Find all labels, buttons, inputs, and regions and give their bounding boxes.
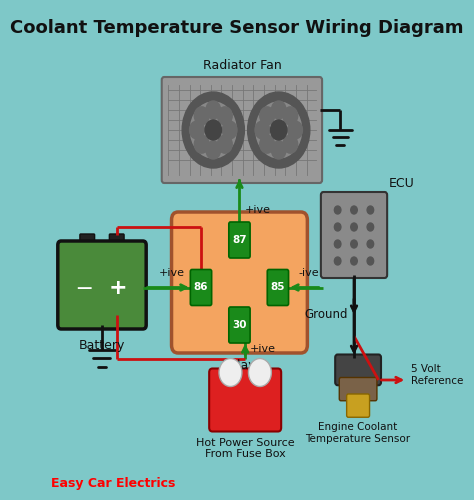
Circle shape: [288, 121, 302, 139]
FancyBboxPatch shape: [162, 77, 322, 183]
Circle shape: [260, 107, 274, 125]
Circle shape: [367, 206, 374, 214]
Circle shape: [219, 358, 242, 386]
Text: Relay: Relay: [222, 359, 257, 372]
Circle shape: [283, 107, 298, 125]
Circle shape: [256, 102, 301, 158]
Text: 30: 30: [232, 320, 246, 330]
Text: Radiator Fan: Radiator Fan: [202, 59, 281, 72]
FancyBboxPatch shape: [321, 192, 387, 278]
Circle shape: [255, 121, 270, 139]
Circle shape: [191, 102, 236, 158]
Text: -ive: -ive: [299, 268, 319, 278]
Circle shape: [247, 92, 310, 168]
Circle shape: [190, 121, 204, 139]
FancyBboxPatch shape: [191, 270, 211, 306]
Text: Battery: Battery: [79, 339, 125, 352]
Circle shape: [334, 257, 341, 265]
Text: +ive: +ive: [245, 205, 270, 215]
FancyBboxPatch shape: [229, 307, 250, 343]
FancyBboxPatch shape: [209, 368, 281, 432]
Circle shape: [194, 135, 209, 153]
Circle shape: [334, 240, 341, 248]
Circle shape: [367, 223, 374, 231]
Circle shape: [271, 120, 287, 140]
Text: Ground: Ground: [304, 308, 347, 322]
Text: 5 Volt
Reference: 5 Volt Reference: [411, 364, 464, 386]
FancyBboxPatch shape: [335, 354, 381, 385]
Circle shape: [260, 135, 274, 153]
FancyBboxPatch shape: [267, 270, 289, 306]
Text: ECU: ECU: [389, 177, 415, 190]
Text: +ive: +ive: [159, 268, 185, 278]
Circle shape: [367, 240, 374, 248]
Text: 87: 87: [232, 235, 247, 245]
Text: 86: 86: [194, 282, 208, 292]
FancyBboxPatch shape: [58, 241, 146, 329]
Circle shape: [351, 257, 357, 265]
Text: Hot Power Source
From Fuse Box: Hot Power Source From Fuse Box: [196, 438, 294, 459]
Circle shape: [334, 206, 341, 214]
FancyBboxPatch shape: [109, 234, 124, 248]
FancyBboxPatch shape: [346, 394, 370, 417]
FancyBboxPatch shape: [172, 212, 307, 353]
Text: Coolant Temperature Sensor Wiring Diagram: Coolant Temperature Sensor Wiring Diagra…: [10, 19, 464, 37]
Text: Easy Car Electrics: Easy Car Electrics: [51, 477, 176, 490]
FancyBboxPatch shape: [339, 378, 377, 401]
Circle shape: [334, 223, 341, 231]
Circle shape: [272, 141, 286, 159]
Circle shape: [222, 121, 237, 139]
Text: +ive: +ive: [250, 344, 276, 354]
Circle shape: [351, 223, 357, 231]
Circle shape: [206, 141, 220, 159]
Circle shape: [283, 135, 298, 153]
Circle shape: [351, 240, 357, 248]
Circle shape: [205, 120, 221, 140]
Circle shape: [182, 92, 245, 168]
Text: +: +: [109, 278, 128, 298]
Circle shape: [351, 206, 357, 214]
Text: Engine Coolant
Temperature Sensor: Engine Coolant Temperature Sensor: [306, 422, 410, 444]
Circle shape: [218, 107, 232, 125]
FancyBboxPatch shape: [229, 222, 250, 258]
Circle shape: [248, 358, 272, 386]
Circle shape: [367, 257, 374, 265]
Text: 85: 85: [271, 282, 285, 292]
Circle shape: [272, 101, 286, 119]
FancyBboxPatch shape: [80, 234, 95, 248]
Circle shape: [206, 101, 220, 119]
Circle shape: [194, 107, 209, 125]
Text: ─: ─: [77, 280, 91, 300]
Circle shape: [218, 135, 232, 153]
